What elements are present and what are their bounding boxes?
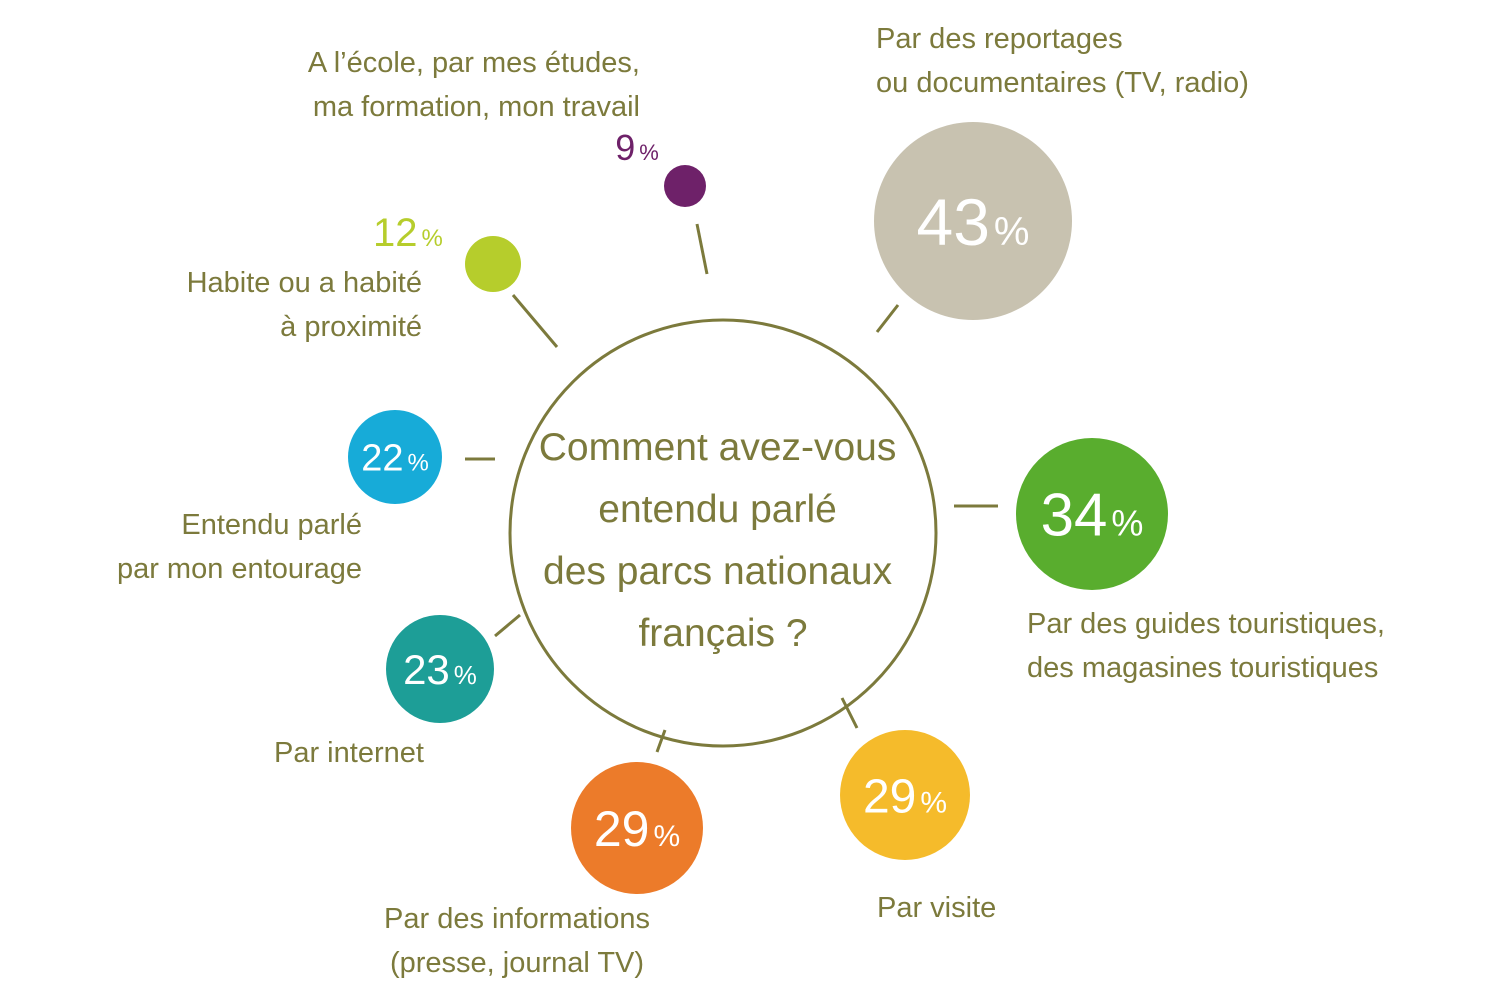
bubble-guides: [1016, 438, 1168, 590]
value-unit: %: [1111, 503, 1143, 544]
value-number: 23: [403, 646, 450, 693]
center-question: Comment avez-vous entendu parlé des parc…: [539, 426, 907, 655]
category-label-visite: Par visite: [877, 892, 996, 924]
center-question-line: entendu parlé: [598, 488, 837, 531]
connector-visite: [840, 697, 859, 729]
category-label-line: des magasines touristiques: [1027, 652, 1378, 684]
bubbles: 9 %43 %12 %22 %34 %23 %29 %29%: [348, 122, 1168, 894]
bubble-habite: [465, 236, 521, 292]
value-label-entourage: 22%: [361, 438, 429, 480]
category-label-internet: Par internet: [274, 737, 424, 769]
value-label-reportages: 43%: [917, 185, 1030, 259]
category-label-entourage: Entendu parlé par mon entourage: [117, 509, 362, 585]
center-question-line: français ?: [638, 612, 807, 655]
value-label-informations: 29%: [594, 801, 680, 857]
connector-habite: [511, 294, 559, 348]
connector-informations: [655, 729, 667, 753]
value-unit: %: [422, 225, 443, 252]
value-unit: %: [994, 210, 1030, 254]
category-label-line: Entendu parlé: [181, 509, 362, 541]
connector-internet: [494, 613, 521, 638]
value-label-ecole: 9%: [615, 127, 659, 168]
category-label-line: Par des reportages: [876, 23, 1123, 55]
value-number: 9: [615, 127, 635, 168]
category-label-line: (presse, journal TV): [390, 947, 644, 979]
connector-lines: [465, 223, 998, 753]
value-unit: %: [653, 820, 680, 853]
connector-reportages: [875, 304, 900, 333]
bubble-visite: [840, 730, 970, 860]
category-label-line: ma formation, mon travail: [313, 91, 640, 123]
category-label-line: Par des informations: [384, 903, 650, 935]
center-circle: [508, 318, 938, 748]
bubble-entourage: [348, 410, 442, 504]
value-number: 29: [594, 801, 650, 857]
connector-ecole: [695, 223, 709, 275]
value-number: 43: [917, 185, 990, 259]
value-number: 22: [361, 438, 403, 480]
category-label-informations: Par des informations (presse, journal TV): [384, 903, 650, 979]
value-unit: %: [454, 660, 477, 690]
bubble-reportages: [874, 122, 1072, 320]
bubble-ecole: [664, 165, 706, 207]
value-label-habite: 12%: [373, 211, 443, 255]
category-label-line: Habite ou a habité: [187, 267, 422, 299]
value-label-guides: 34%: [1041, 482, 1144, 549]
category-labels: A l’école, par mes études, ma formation, …: [117, 23, 1385, 979]
value-unit: %: [920, 786, 947, 819]
category-label-habite: Habite ou a habité à proximité: [187, 267, 422, 343]
category-label-line: A l’école, par mes études,: [308, 47, 640, 79]
center-question-line: Comment avez-vous: [539, 426, 897, 469]
category-label-line: Par des guides touristiques,: [1027, 608, 1385, 640]
category-label-line: par mon entourage: [117, 553, 362, 585]
category-label-line: Par visite: [877, 892, 996, 924]
value-unit: %: [407, 450, 428, 477]
category-label-reportages: Par des reportages ou documentaires (TV, …: [876, 23, 1249, 99]
category-label-ecole: A l’école, par mes études, ma formation, …: [308, 47, 640, 123]
category-label-guides: Par des guides touristiques, des magasine…: [1027, 608, 1385, 684]
category-label-line: ou documentaires (TV, radio): [876, 67, 1249, 99]
value-label-visite: 29%: [863, 770, 947, 823]
bubble-informations: [571, 762, 703, 894]
value-number: 12: [373, 211, 418, 255]
value-number: 34: [1041, 482, 1108, 549]
category-label-line: Par internet: [274, 737, 424, 769]
value-label-internet: 23%: [403, 646, 477, 693]
category-label-line: à proximité: [280, 311, 422, 343]
center-question-line: des parcs nationaux: [543, 550, 893, 593]
bubble-internet: [386, 615, 494, 723]
value-unit: %: [639, 140, 659, 165]
value-number: 29: [863, 770, 916, 823]
